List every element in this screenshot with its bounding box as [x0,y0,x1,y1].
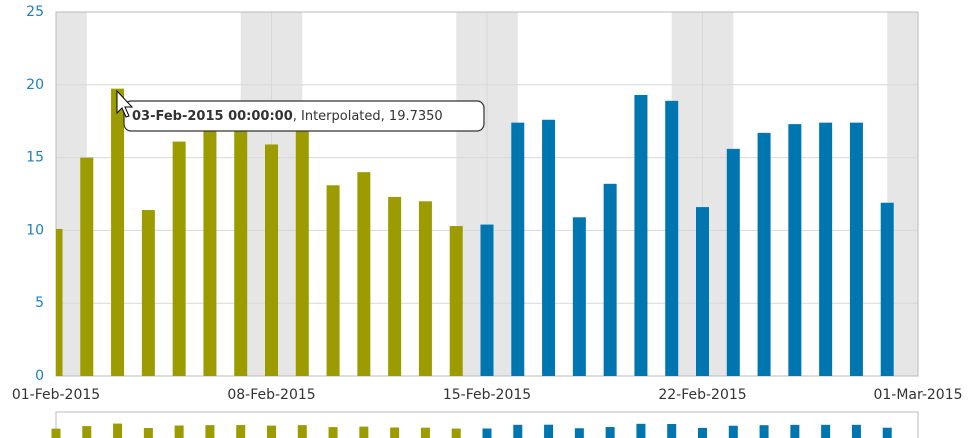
bar [788,124,802,376]
navigator-bar [174,425,184,438]
bar [511,122,525,376]
y-tick-label: 10 [26,222,44,238]
navigator-bar [451,428,461,438]
navigator-bar [728,425,738,438]
x-tick-label: 01-Mar-2015 [873,387,962,403]
bar [203,131,217,376]
bar [295,131,309,376]
navigator-bar [821,424,831,438]
bar [234,128,248,376]
bar [696,207,709,376]
navigator-bar [359,426,369,438]
navigator-bar [205,425,215,438]
bar [726,148,740,376]
bar [141,210,155,376]
navigator-bar [790,424,800,438]
navigator-bar [51,428,61,438]
tooltip-detail: , Interpolated, 19.7350 [293,109,443,124]
navigator-bar [297,425,307,438]
x-tick-label: 22-Feb-2015 [658,387,746,403]
bar [849,122,863,376]
bar [880,202,894,376]
navigator-bar [267,425,276,438]
navigator-bar [420,427,430,438]
navigator-bar [143,427,153,438]
navigator-bar [667,424,677,438]
bar [80,157,94,376]
navigator-bar [328,427,338,438]
bar [418,201,432,376]
navigator-bar [513,424,523,438]
bar [357,172,371,376]
navigator-bar [882,427,892,438]
y-tick-label: 20 [26,77,44,93]
bar [449,226,463,376]
x-tick-label: 08-Feb-2015 [227,387,315,403]
tooltip-label: 03-Feb-2015 00:00:00 [132,109,293,124]
bar [572,217,586,376]
bars [56,88,894,376]
y-tick-label: 25 [26,4,44,20]
bar [603,183,617,376]
navigator-bar [82,426,92,438]
navigator-bar [605,427,615,438]
tooltip: 03-Feb-2015 00:00:00, Interpolated, 19.7… [123,100,485,132]
navigator-bar [574,428,584,438]
y-tick-label: 15 [26,150,44,166]
tooltip-text: 03-Feb-2015 00:00:00, Interpolated, 19.7… [132,109,443,124]
bar [111,88,125,376]
bar [634,94,648,376]
tooltip-box [123,100,485,132]
navigator-bar [851,424,861,438]
navigator-bar [113,423,123,438]
navigator-bar [482,428,492,438]
bar [665,100,679,376]
x-tick-label: 15-Feb-2015 [443,387,531,403]
bar [388,196,402,376]
navigator-bar [698,427,707,438]
bar [265,144,278,376]
navigator-bar [636,423,646,438]
bar [326,185,340,376]
navigator-bar [236,425,246,438]
bar [56,228,63,376]
x-tick-label: 01-Feb-2015 [12,387,100,403]
bar [819,122,833,376]
cursor [116,89,134,118]
y-tick-label: 0 [35,368,44,384]
navigator-bar [390,427,400,438]
bar [542,119,556,376]
bar [757,132,771,376]
navigator-bar [544,424,554,438]
bar [172,141,186,376]
navigator-bar [759,425,769,438]
bar [480,224,494,376]
y-tick-label: 5 [35,295,44,311]
